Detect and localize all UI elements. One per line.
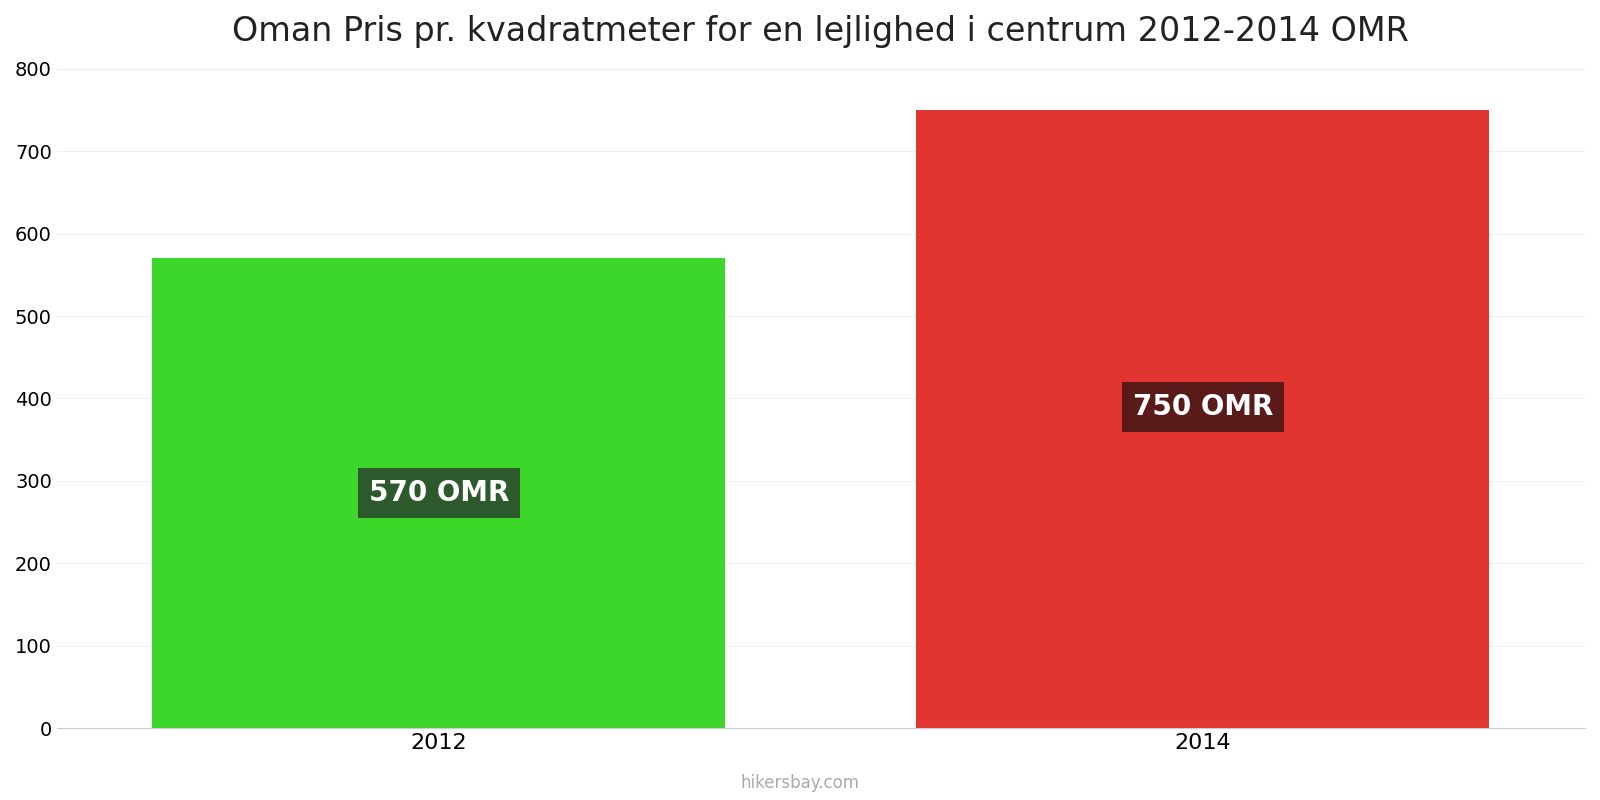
Bar	[917, 110, 1490, 728]
Text: 570 OMR: 570 OMR	[368, 479, 509, 507]
Title: Oman Pris pr. kvadratmeter for en lejlighed i centrum 2012-2014 OMR: Oman Pris pr. kvadratmeter for en lejlig…	[232, 15, 1410, 48]
Text: hikersbay.com: hikersbay.com	[741, 774, 859, 792]
Bar	[152, 258, 725, 728]
Text: 750 OMR: 750 OMR	[1133, 393, 1274, 421]
